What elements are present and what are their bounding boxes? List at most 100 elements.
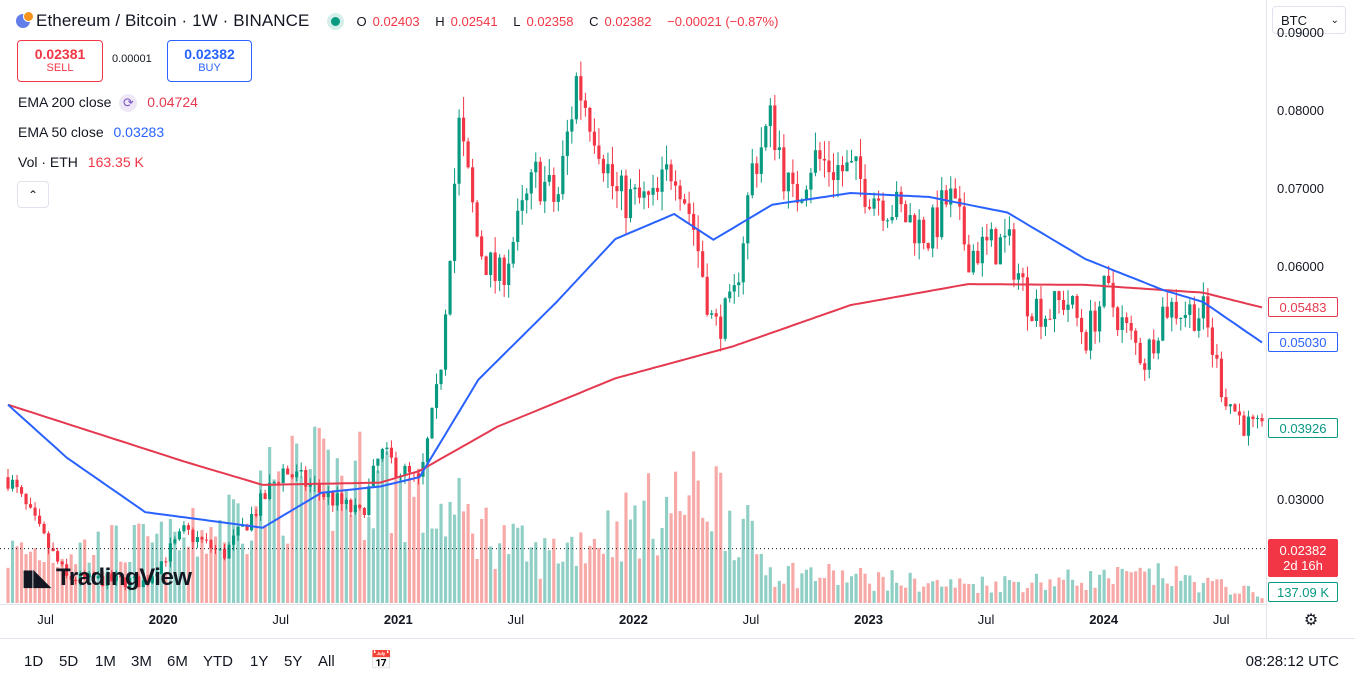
- candle-body: [371, 465, 375, 487]
- candle-body: [42, 523, 46, 534]
- date-range-calendar-icon[interactable]: 📅: [370, 650, 393, 670]
- volume-bar: [962, 583, 966, 603]
- range-button-5y[interactable]: 5Y: [284, 653, 303, 670]
- range-button-ytd[interactable]: YTD: [203, 653, 233, 670]
- candle-body: [51, 548, 55, 552]
- volume-bar: [452, 514, 457, 603]
- candle-body: [1070, 296, 1075, 305]
- volume-bar: [15, 546, 19, 603]
- volume-bar: [96, 531, 100, 603]
- volume-bar: [51, 562, 55, 603]
- candle-body: [1260, 418, 1264, 422]
- candle-body: [998, 237, 1002, 265]
- volume-bar: [520, 525, 524, 603]
- volume-bar: [425, 458, 430, 603]
- candle-body: [1061, 299, 1066, 310]
- candle-body: [881, 200, 885, 221]
- candle-body: [836, 165, 840, 181]
- range-button-1d[interactable]: 1D: [24, 653, 44, 670]
- volume-bar: [1260, 598, 1264, 603]
- candle-body: [227, 544, 231, 559]
- volume-bar: [110, 525, 114, 603]
- market-status-icon[interactable]: [331, 16, 341, 26]
- volume-bar: [646, 473, 651, 603]
- candle-body: [809, 172, 813, 190]
- range-button-all[interactable]: All: [318, 653, 335, 670]
- candle-body: [480, 236, 484, 257]
- volume-bar: [908, 572, 912, 603]
- volume-bar: [19, 542, 24, 603]
- price-tick-label: 0.06000: [1277, 258, 1324, 274]
- candle-body: [362, 508, 366, 516]
- refresh-icon[interactable]: ⟳: [119, 94, 138, 113]
- range-button-3m[interactable]: 3M: [131, 653, 152, 670]
- time-tick-label: 2024: [1089, 612, 1119, 627]
- symbol-title[interactable]: Ethereum / Bitcoin · 1W · BINANCE: [36, 11, 310, 30]
- ema50-price-label: 0.05030: [1268, 332, 1338, 353]
- volume-bar: [412, 496, 416, 603]
- volume-bar: [268, 447, 272, 603]
- volume-bar: [741, 518, 745, 603]
- candle-body: [195, 537, 200, 543]
- last-price-label: 0.02382 2d 16h: [1268, 538, 1338, 577]
- volume-bar: [87, 562, 91, 603]
- volume-bar: [1197, 592, 1201, 603]
- candle-body: [1192, 304, 1196, 331]
- candle-body: [263, 493, 267, 499]
- volume-bar: [705, 521, 709, 603]
- candle-body: [1179, 317, 1183, 319]
- candle-body: [250, 513, 254, 531]
- volume-bar: [398, 476, 403, 603]
- volume-bar: [1030, 582, 1034, 603]
- volume-bar: [37, 560, 42, 603]
- chart-header: Ethereum / Bitcoin · 1W · BINANCE O 0.024…: [16, 8, 784, 34]
- ema200-legend[interactable]: EMA 200 close ⟳ 0.04724: [18, 94, 198, 113]
- volume-bar: [556, 563, 560, 603]
- range-button-1y[interactable]: 1Y: [250, 653, 269, 670]
- volume-bar: [619, 561, 624, 603]
- volume-legend[interactable]: Vol · ETH 163.35 K: [18, 154, 144, 170]
- volume-bar: [236, 503, 240, 603]
- candle-body: [710, 313, 714, 315]
- volume-bar: [204, 553, 209, 603]
- volume-bar: [141, 524, 145, 603]
- candle-body: [917, 219, 921, 244]
- candle-body: [651, 187, 655, 195]
- price-tick-label: 0.07000: [1277, 181, 1324, 197]
- currency-selector[interactable]: BTC ⌄: [1272, 6, 1346, 34]
- volume-bar: [827, 563, 831, 603]
- candle-body: [272, 482, 276, 484]
- candle-body: [768, 105, 772, 127]
- volume-bar: [583, 563, 587, 603]
- candle-body: [890, 217, 894, 221]
- candle-body: [849, 161, 854, 163]
- clock[interactable]: 08:28:12 UTC: [1245, 653, 1339, 670]
- candle-body: [236, 526, 240, 536]
- volume-bar: [804, 569, 808, 603]
- candle-body: [732, 285, 736, 292]
- volume-bar: [795, 588, 799, 603]
- candle-body: [967, 244, 971, 273]
- range-button-5d[interactable]: 5D: [59, 653, 79, 670]
- range-button-6m[interactable]: 6M: [167, 653, 188, 670]
- ema50-legend[interactable]: EMA 50 close 0.03283: [18, 124, 165, 140]
- buy-button[interactable]: 0.02382 BUY: [167, 40, 252, 82]
- time-tick-label: Jul: [507, 612, 525, 627]
- candle-body: [664, 164, 669, 170]
- sell-button[interactable]: 0.02381 SELL: [17, 40, 103, 82]
- price-tick-label: 0.08000: [1277, 103, 1324, 119]
- candle-body: [439, 369, 443, 385]
- settings-gear-icon[interactable]: ⚙: [1303, 612, 1319, 629]
- volume-bar: [480, 518, 484, 603]
- candle-body: [173, 539, 177, 544]
- volume-bar: [498, 543, 502, 603]
- collapse-legend-button[interactable]: ⌃: [17, 181, 49, 208]
- candle-body: [1102, 275, 1106, 307]
- candle-body: [1084, 332, 1088, 351]
- volume-bar: [114, 525, 118, 603]
- range-button-1m[interactable]: 1M: [95, 653, 116, 670]
- candle-body: [922, 219, 926, 244]
- tradingview-logo[interactable]: ▮◣ TradingView: [22, 564, 192, 591]
- price-chart[interactable]: [0, 0, 1266, 604]
- candle-body: [1147, 339, 1151, 370]
